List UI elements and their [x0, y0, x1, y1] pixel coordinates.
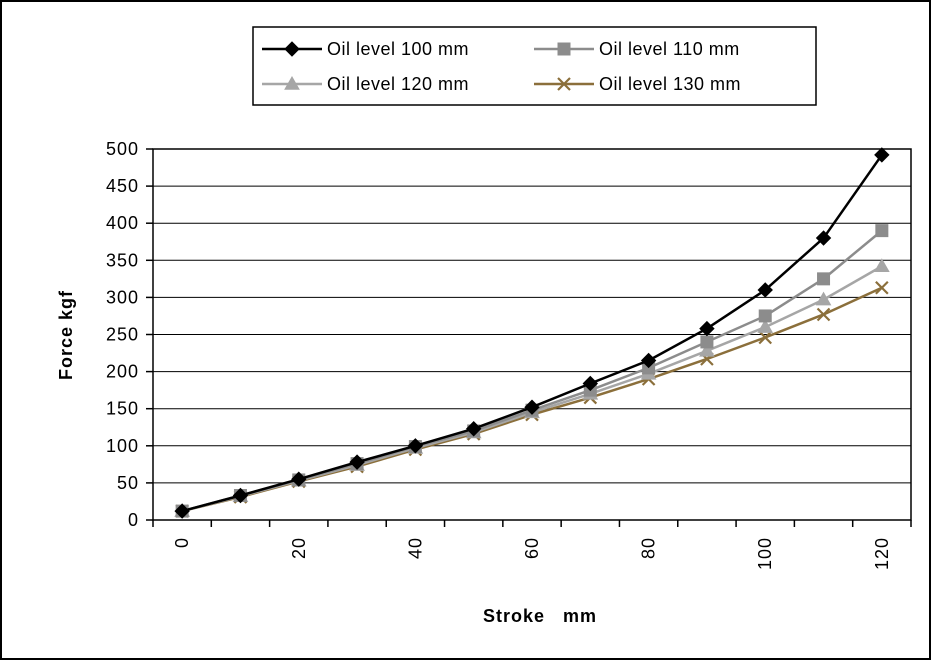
legend-entry: Oil level 120 mm	[262, 74, 469, 94]
legend-label: Oil level 100 mm	[327, 39, 469, 59]
x-marker	[816, 307, 831, 322]
x-marker	[557, 77, 571, 91]
diamond-marker	[174, 503, 190, 519]
x-marker	[875, 280, 889, 295]
axes: 0 50 100 150 200 250 300 350 400 450 500 0 20 40 60 80 1…	[106, 139, 912, 570]
y-tick-label: 450	[106, 176, 139, 196]
square-marker	[557, 42, 571, 56]
x-tick-label: 40	[405, 537, 425, 559]
x-tick-label: 80	[639, 537, 659, 559]
diamond-marker	[291, 471, 307, 487]
x-marker-stroke	[816, 307, 831, 322]
x-axis-title: Stroke mm	[483, 606, 597, 626]
x-marker-stroke	[758, 330, 773, 345]
diamond-marker	[699, 320, 715, 337]
y-tick-label: 300	[106, 287, 139, 307]
triangle-marker	[699, 342, 715, 357]
triangle-marker	[815, 291, 832, 306]
x-tick-label: 100	[755, 537, 775, 570]
y-tick-label: 50	[117, 473, 139, 493]
legend-label: Oil level 120 mm	[327, 74, 469, 94]
triangle-marker	[873, 258, 890, 272]
square-marker	[875, 224, 889, 238]
diamond-marker	[349, 454, 365, 470]
diamond-marker	[757, 282, 773, 298]
diamond-marker	[815, 230, 832, 246]
y-tick-label: 100	[106, 436, 139, 456]
legend-entry: Oil level 100 mm	[262, 39, 469, 59]
diamond-marker	[232, 487, 249, 504]
y-tick-label: 0	[128, 510, 139, 530]
x-tick-label: 20	[289, 537, 309, 559]
legend-box	[252, 26, 817, 106]
y-tick-label: 350	[106, 250, 139, 270]
diamond-marker	[407, 438, 424, 454]
legend-entry: Oil level 110 mm	[534, 39, 740, 59]
x-marker	[758, 330, 773, 345]
square-marker	[817, 272, 831, 286]
square-marker	[700, 335, 714, 349]
x-tick-label: 0	[172, 537, 192, 548]
diamond-marker	[465, 421, 482, 437]
legend: Oil level 100 mm Oil level 110 mm Oil leve…	[252, 26, 817, 106]
y-tick-label: 500	[106, 139, 139, 159]
y-tick-label: 150	[106, 399, 139, 419]
series-lines	[174, 147, 890, 519]
x-marker-stroke	[557, 77, 571, 91]
square-marker	[758, 309, 772, 323]
diamond-marker	[524, 399, 540, 415]
x-tick-label: 60	[522, 537, 542, 559]
legend-label: Oil level 130 mm	[599, 74, 741, 94]
y-axis-title: Force kgf	[56, 290, 76, 380]
x-marker-stroke	[875, 280, 889, 295]
y-tick-label: 400	[106, 213, 139, 233]
diamond-marker	[284, 41, 300, 57]
y-tick-label: 250	[106, 325, 139, 345]
triangle-marker	[284, 75, 300, 90]
diamond-marker	[582, 375, 599, 392]
diamond-marker	[874, 147, 890, 163]
y-tick-label: 200	[106, 362, 139, 382]
x-tick-label: 120	[872, 537, 892, 570]
legend-label: Oil level 110 mm	[599, 39, 740, 59]
diamond-marker	[640, 352, 657, 369]
series-1	[174, 147, 890, 519]
legend-entry: Oil level 130 mm	[534, 74, 741, 94]
triangle-marker	[757, 319, 774, 333]
